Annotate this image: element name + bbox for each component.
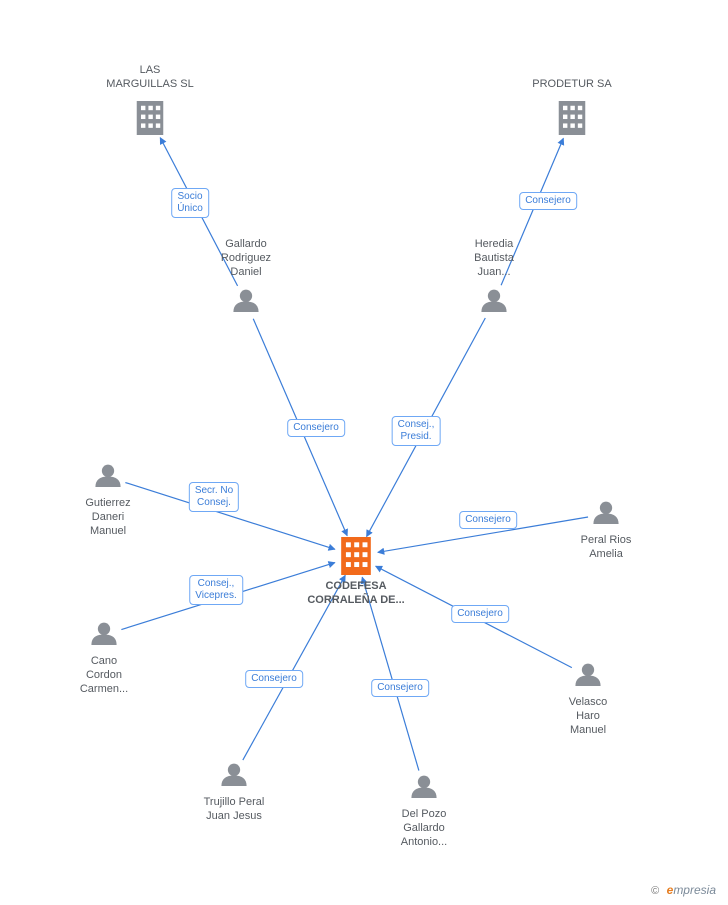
node-label-peral: Peral Rios Amelia [546, 534, 666, 562]
node-label-codefesa: CODEFESA CORRALEÑA DE... [296, 580, 416, 608]
edge-label: Consejero [287, 419, 345, 437]
node-label-trujillo: Trujillo Peral Juan Jesus [174, 796, 294, 824]
company-node-las_marguillas[interactable] [137, 101, 164, 135]
node-label-heredia: Heredia Bautista Juan... [434, 238, 554, 279]
edge-label: Consejero [519, 192, 577, 210]
copyright-symbol: © [651, 885, 659, 897]
node-label-velasco: Velasco Haro Manuel [528, 696, 648, 737]
edge-label: Consej., Presid. [392, 416, 441, 446]
person-node-peral[interactable] [593, 502, 618, 524]
node-label-cano: Cano Cordon Carmen... [44, 655, 164, 696]
person-node-velasco[interactable] [575, 664, 600, 686]
person-node-gallardo[interactable] [233, 290, 258, 312]
node-label-delpozo: Del Pozo Gallardo Antonio... [364, 808, 484, 849]
edge-label: Consejero [371, 679, 429, 697]
node-label-prodetur: PRODETUR SA [512, 78, 632, 92]
node-label-gutierrez: Gutierrez Daneri Manuel [48, 497, 168, 538]
person-node-heredia[interactable] [481, 290, 506, 312]
edge-label: Consejero [245, 670, 303, 688]
company-node-prodetur[interactable] [559, 101, 586, 135]
person-node-gutierrez[interactable] [95, 465, 120, 487]
person-node-trujillo[interactable] [221, 764, 246, 786]
edge-label: Consejero [459, 511, 517, 529]
node-label-las_marguillas: LAS MARGUILLAS SL [90, 64, 210, 92]
person-node-delpozo[interactable] [411, 776, 436, 798]
edge-label: Socio Único [171, 188, 209, 218]
edge-label: Secr. No Consej. [189, 482, 239, 512]
person-node-cano[interactable] [91, 623, 116, 645]
edge-label: Consej., Vicepres. [189, 575, 243, 605]
company-node-codefesa[interactable] [341, 537, 371, 575]
network-canvas [0, 0, 728, 905]
node-label-gallardo: Gallardo Rodriguez Daniel [186, 238, 306, 279]
edge-label: Consejero [451, 605, 509, 623]
brand-rest: mpresia [673, 883, 716, 897]
footer-copyright: © empresia [651, 883, 716, 897]
